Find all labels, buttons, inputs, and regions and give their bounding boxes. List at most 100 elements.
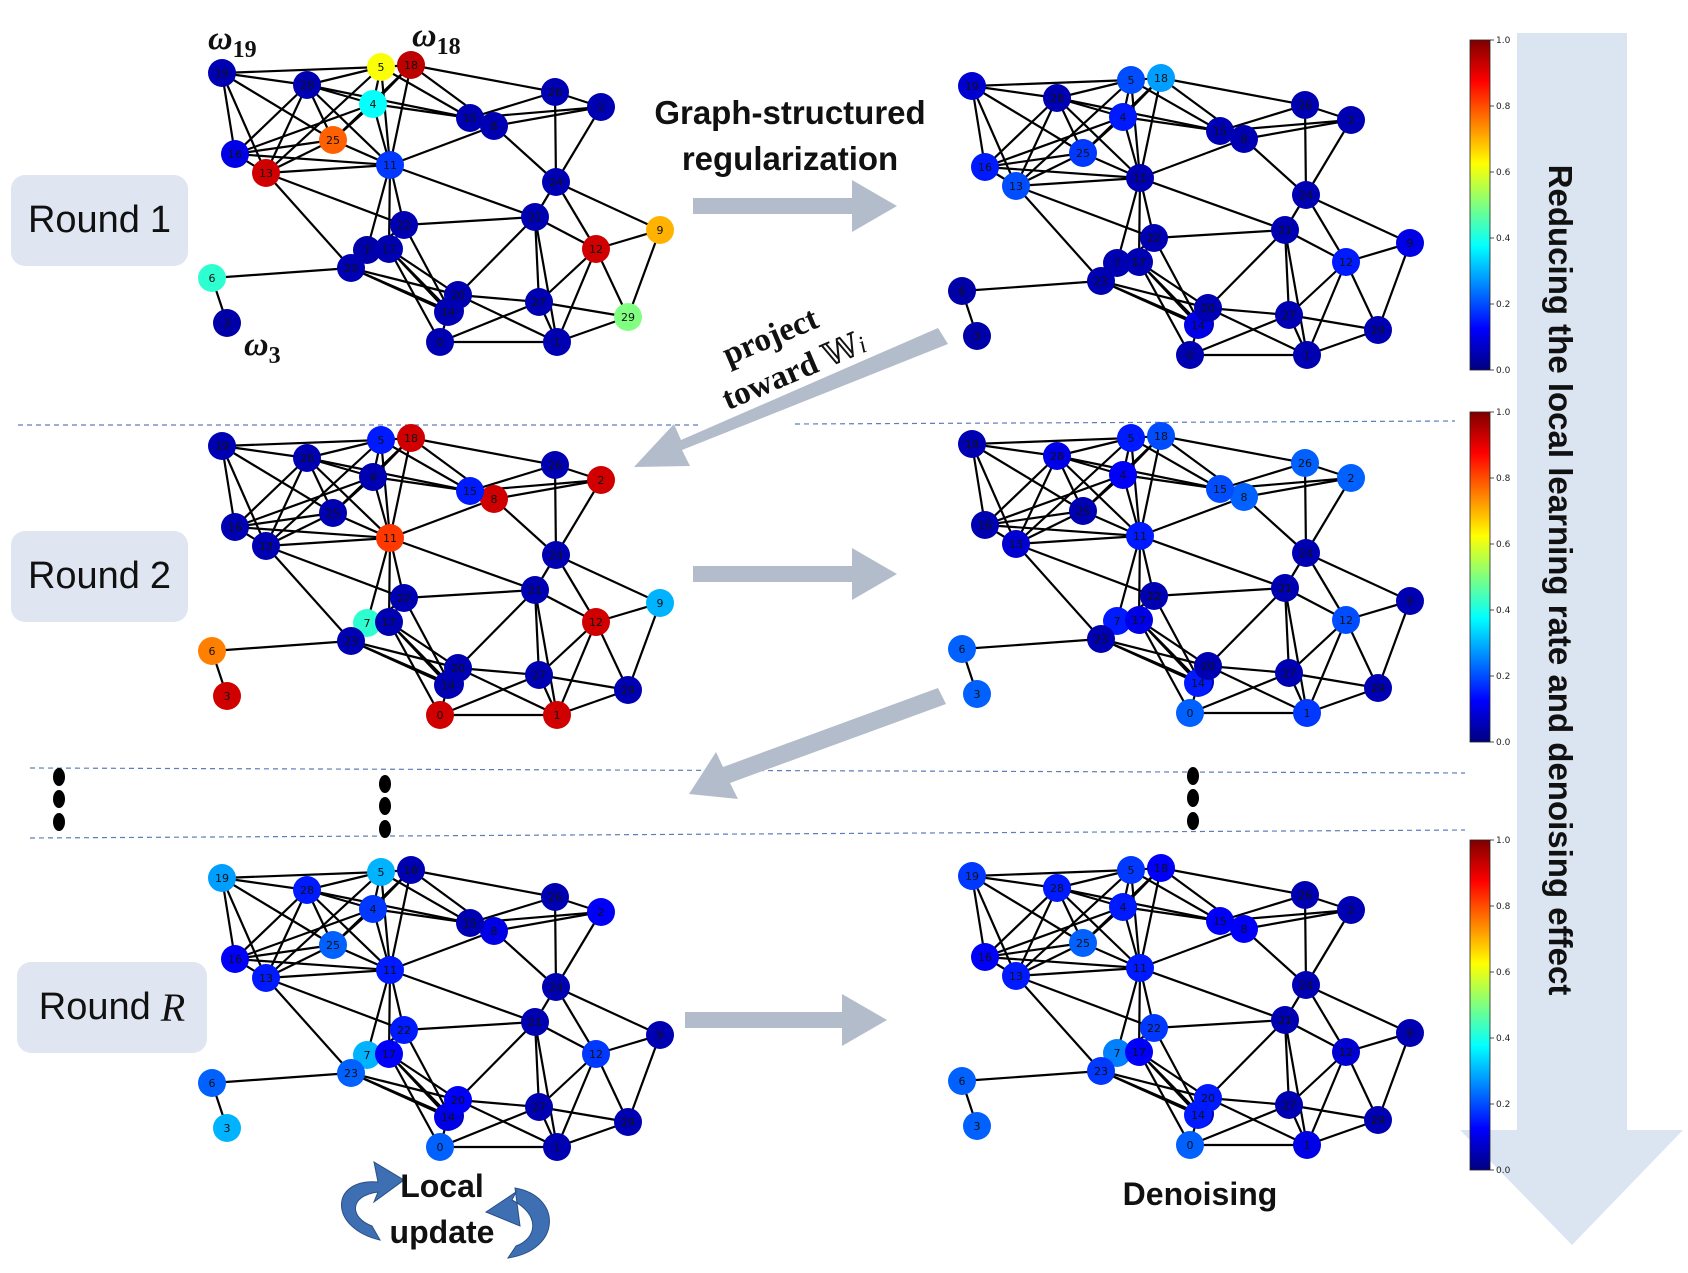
- graph-node-label: 11: [1133, 172, 1147, 185]
- graph-node-25: [1069, 929, 1097, 957]
- graph-node-label: 25: [1076, 505, 1090, 518]
- graph-node-13: [252, 159, 280, 187]
- graph-edge: [1305, 477, 1352, 554]
- graph-node-label: 8: [1241, 923, 1248, 936]
- graph-edge: [555, 106, 602, 183]
- graph-edge: [984, 523, 1141, 538]
- graph-node-20: [1194, 652, 1222, 680]
- graph-node-label: 7: [1114, 615, 1121, 628]
- graph-edge: [1015, 185, 1102, 282]
- graph-edge: [379, 66, 392, 166]
- graph-edge: [265, 889, 308, 979]
- graph-node-3: [963, 680, 991, 708]
- graph-node-label: 1: [554, 336, 561, 349]
- graph-edge: [533, 589, 541, 676]
- graph-edge: [553, 896, 558, 988]
- local-update-label: Local update: [362, 1163, 522, 1255]
- colorbar-tick-label: 0.0: [1496, 738, 1511, 748]
- colorbar-tick-label: 0.6: [1496, 540, 1511, 550]
- graph-node-4: [1109, 461, 1137, 489]
- graph-node-26: [1291, 449, 1319, 477]
- graph-edge: [234, 943, 334, 961]
- graph-node-28: [293, 876, 321, 904]
- graph-edge: [234, 511, 334, 529]
- graph-edge: [1139, 176, 1286, 232]
- graph-node-8: [1230, 483, 1258, 511]
- graph-node-label: 1: [554, 709, 561, 722]
- local-line2: update: [389, 1214, 495, 1250]
- graph-node-8: [480, 917, 508, 945]
- graph-node-label: 18: [1154, 862, 1168, 875]
- graph-edge: [984, 165, 1141, 180]
- graph-node-12: [582, 608, 610, 636]
- graph-node-label: 11: [383, 532, 397, 545]
- graph-edge: [265, 968, 391, 980]
- graph-edge: [533, 1021, 559, 1148]
- graph-node-label: 19: [215, 872, 229, 885]
- graph-node-15: [1206, 117, 1234, 145]
- graph-node-label: 17: [1132, 256, 1146, 269]
- graph-edge: [306, 888, 471, 925]
- graph-node-17: [1125, 248, 1153, 276]
- graph-edge: [469, 90, 556, 120]
- graph-edge: [350, 266, 449, 314]
- graph-edge: [265, 457, 308, 547]
- graph-node-label: 15: [463, 917, 477, 930]
- graph-node-label: 20: [451, 662, 465, 675]
- graph-edge: [971, 442, 1058, 458]
- round-R-label: Round: [38, 986, 151, 1028]
- graph-node-23: [337, 254, 365, 282]
- graph-edge: [350, 639, 449, 687]
- graph-r1_left: 0123456789101112131415161718192021222324…: [198, 51, 674, 356]
- graph-edge: [493, 910, 602, 933]
- arrow-round1: [693, 180, 897, 232]
- graph-edge: [365, 537, 392, 624]
- graph-node-label: 19: [965, 80, 979, 93]
- graph-edge: [1283, 587, 1309, 714]
- graph-r2_right: 0123456789101112131415161718192021222324…: [948, 422, 1424, 727]
- colorbar-tick-label: 1.0: [1496, 36, 1511, 46]
- graph-edge: [457, 667, 558, 716]
- graph-node-label: 24: [549, 176, 563, 189]
- graph-node-17: [375, 608, 403, 636]
- graph-edge: [971, 874, 1058, 890]
- local-line1: Local: [400, 1168, 484, 1204]
- graph-edge: [403, 597, 451, 685]
- graph-edge: [1015, 455, 1058, 545]
- graph-node-20: [1194, 294, 1222, 322]
- graph-node-label: 1: [554, 1141, 561, 1154]
- colorbar-tick-label: 0.4: [1496, 1034, 1511, 1044]
- graph-node-label: 28: [300, 79, 314, 92]
- graph-edge: [439, 673, 540, 717]
- arrow-roundR: [685, 994, 887, 1046]
- graph-node-label: 6: [209, 645, 216, 658]
- graph-node-11: [376, 151, 404, 179]
- graph-node-18: [1147, 422, 1175, 450]
- graph-edge: [1015, 869, 1132, 977]
- graph-edge: [493, 478, 602, 501]
- graph-node-6: [198, 264, 226, 292]
- colorbar-tick-label: 0.2: [1496, 300, 1510, 310]
- graph-edge: [1207, 1019, 1286, 1099]
- graph-node-29: [614, 1108, 642, 1136]
- colorbar-tick-label: 0.0: [1496, 366, 1511, 376]
- graph-node-7: [1103, 607, 1131, 635]
- graph-node-label: 29: [1371, 1114, 1385, 1127]
- graph-node-16: [971, 511, 999, 539]
- graph-regularization-label: Graph-structured regularization: [640, 90, 940, 182]
- graph-node-21: [1271, 574, 1299, 602]
- graph-edge: [387, 537, 392, 623]
- graph-edge: [389, 968, 536, 1024]
- graph-node-6: [948, 277, 976, 305]
- graph-node-label: 27: [1282, 309, 1296, 322]
- graph-edge: [1015, 176, 1141, 188]
- graph-edge: [984, 473, 1124, 527]
- graph-node-label: 4: [370, 471, 377, 484]
- colorbar-1: 1.0 0.8 0.6 0.4 0.2 0.0: [1469, 36, 1511, 376]
- graph-edge: [971, 868, 1132, 878]
- graph-node-11: [376, 956, 404, 984]
- graph-node-label: 17: [382, 1048, 396, 1061]
- graph-edge: [469, 895, 556, 925]
- graph-node-12: [1332, 606, 1360, 634]
- graph-node-13: [1002, 172, 1030, 200]
